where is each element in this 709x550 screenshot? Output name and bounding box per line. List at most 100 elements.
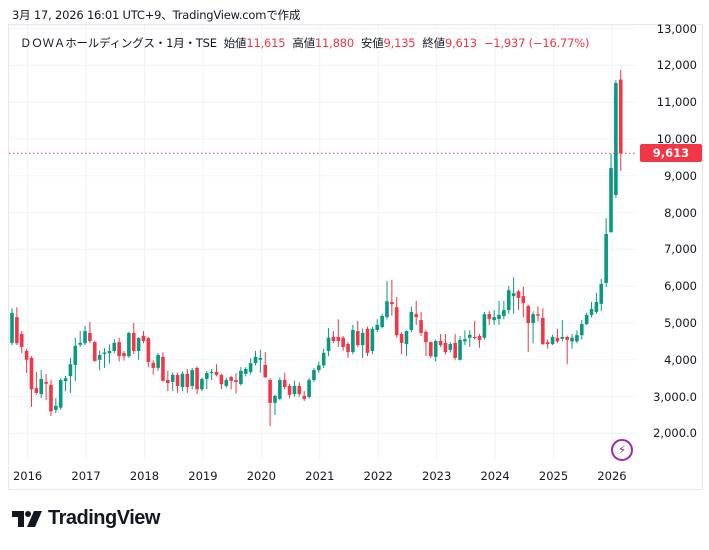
candle (458, 335, 462, 361)
candle (584, 312, 589, 325)
candle-body (102, 352, 107, 354)
candle-body (127, 332, 131, 357)
candle-body (58, 380, 63, 408)
year-tick-label: 2021 (305, 469, 335, 483)
candle (550, 334, 555, 346)
candle (10, 308, 14, 346)
candle (292, 380, 297, 397)
candle (24, 348, 29, 374)
candle-body (458, 339, 462, 360)
candle-body (34, 388, 39, 393)
candle (190, 367, 194, 390)
candle-body (24, 350, 29, 360)
year-tick-label: 2022 (363, 469, 393, 483)
candle-body (321, 352, 326, 366)
candle (200, 377, 204, 392)
candle (355, 321, 360, 347)
legend-low-label: 安値 (360, 36, 384, 50)
candle-body (92, 342, 97, 361)
tradingview-logo[interactable]: TradingView (12, 507, 160, 530)
candle-body (599, 283, 604, 304)
legend-high-label: 高値 (292, 36, 315, 50)
candle-body (195, 367, 199, 390)
candle-body (492, 317, 496, 321)
legend-change: −1,937 (−16.77%) (483, 36, 590, 50)
candle (122, 350, 126, 361)
candle (331, 331, 336, 344)
candle-body (131, 332, 136, 351)
candle-body (180, 373, 185, 388)
candle (346, 342, 350, 358)
candle-body (433, 341, 438, 357)
candle (448, 342, 453, 353)
candle (409, 306, 414, 333)
candle (536, 306, 540, 322)
chart-frame (8, 24, 703, 490)
candle (609, 153, 613, 233)
last-price-tag: 9,613 (640, 144, 702, 163)
candle-body (424, 331, 428, 343)
candle-body (312, 370, 316, 381)
candle (521, 286, 526, 318)
year-tick-label: 2024 (480, 469, 510, 483)
candle-body (560, 336, 565, 339)
candle-body (453, 342, 457, 358)
candle (214, 364, 219, 377)
candle (429, 341, 433, 358)
candle (487, 311, 492, 325)
candle-body (370, 328, 375, 351)
candle-body (200, 378, 204, 390)
candle-body (15, 317, 19, 344)
candle (565, 335, 569, 364)
candle-body (438, 341, 443, 346)
lightning-icon[interactable]: ⚡ (611, 439, 633, 461)
candle (302, 391, 306, 402)
candle (472, 321, 477, 340)
candle-body (68, 364, 73, 376)
candle (195, 366, 199, 395)
candle (97, 350, 102, 371)
candle (209, 369, 214, 381)
candle (263, 352, 268, 379)
candle-body (83, 331, 87, 344)
price-tick-label: 8,000 (664, 205, 697, 220)
chart-legend: ＤＯＷＡホールディングス・1月・TSE 始値11,615 高値11,880 安値… (20, 35, 590, 51)
candle (15, 307, 19, 346)
candle (219, 373, 224, 390)
candle (531, 311, 535, 344)
candle-body (487, 314, 492, 319)
candle (243, 367, 248, 377)
candle (205, 370, 209, 390)
candle-body (170, 374, 175, 382)
candle (399, 332, 404, 355)
year-tick-label: 2023 (422, 469, 452, 483)
price-tick-label: 7,000 (664, 242, 697, 257)
candle-body (97, 355, 102, 360)
candle-body (399, 334, 404, 343)
candle-body (579, 324, 584, 336)
candle (63, 375, 68, 392)
candle (29, 356, 34, 407)
candle (438, 334, 443, 347)
candle-body (360, 332, 365, 346)
price-tick-label: 5,000 (664, 316, 697, 330)
candle (453, 334, 457, 360)
candle (351, 324, 355, 355)
candle (326, 328, 331, 357)
candle-body (190, 370, 194, 386)
candle-body (141, 335, 146, 342)
candle-body (409, 311, 414, 330)
candle-body (166, 380, 170, 383)
candle (49, 380, 53, 417)
candle (555, 328, 560, 344)
candle (375, 319, 380, 333)
legend-low: 9,135 (383, 36, 416, 50)
candle-body (584, 314, 589, 325)
candle-body (365, 328, 370, 353)
price-tick-label: 2,000.0 (653, 426, 697, 441)
candle-body (239, 370, 243, 385)
candle (385, 281, 389, 320)
candle (258, 349, 263, 373)
year-tick-label: 2018 (129, 469, 160, 483)
